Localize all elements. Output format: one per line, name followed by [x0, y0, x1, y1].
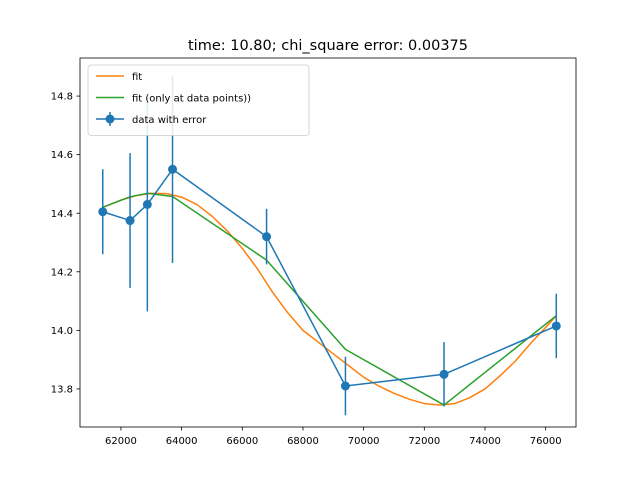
- x-tick-label: 70000: [348, 436, 380, 447]
- x-tick-label: 72000: [408, 436, 440, 447]
- x-tick-label: 62000: [105, 436, 137, 447]
- x-tick-label: 76000: [530, 436, 562, 447]
- x-tick-label: 68000: [287, 436, 319, 447]
- y-tick-label: 14.8: [51, 92, 73, 103]
- y-tick-label: 14.6: [51, 150, 73, 161]
- data-point: [98, 207, 108, 217]
- x-tick-label: 74000: [469, 436, 501, 447]
- y-tick-label: 14.0: [51, 326, 73, 337]
- x-tick-label: 64000: [166, 436, 198, 447]
- axes: 62000 64000 66000 68000 70000 72000 74000 76000…: [51, 57, 577, 447]
- legend-box: [87, 64, 310, 136]
- data-point: [168, 164, 178, 174]
- y-tick-label: 14.2: [51, 267, 73, 278]
- legend-entry-label: fit: [132, 72, 142, 83]
- data-point: [142, 199, 152, 209]
- legend-entry-label: fit (only at data points)): [132, 94, 251, 105]
- data-point: [551, 321, 561, 331]
- x-tick-label: 66000: [226, 436, 258, 447]
- data-point: [340, 381, 350, 391]
- legend-entry-label: data with error: [132, 115, 207, 126]
- series-line-fit-at-points: [102, 192, 557, 406]
- axes-frame: [79, 57, 577, 428]
- legend-swatch-marker: [105, 114, 115, 124]
- plot-series: [98, 75, 561, 416]
- series-line-fit: [102, 192, 557, 406]
- data-point: [125, 216, 135, 226]
- plot-area: [98, 75, 561, 416]
- data-point: [262, 232, 272, 242]
- y-tick-label: 14.4: [51, 209, 73, 220]
- data-point: [439, 369, 449, 379]
- legend: fit fit (only at data points)) data with e…: [87, 64, 310, 136]
- chart-title: time: 10.80; chi_square error: 0.00375: [188, 38, 468, 54]
- y-tick-label: 13.8: [51, 385, 73, 396]
